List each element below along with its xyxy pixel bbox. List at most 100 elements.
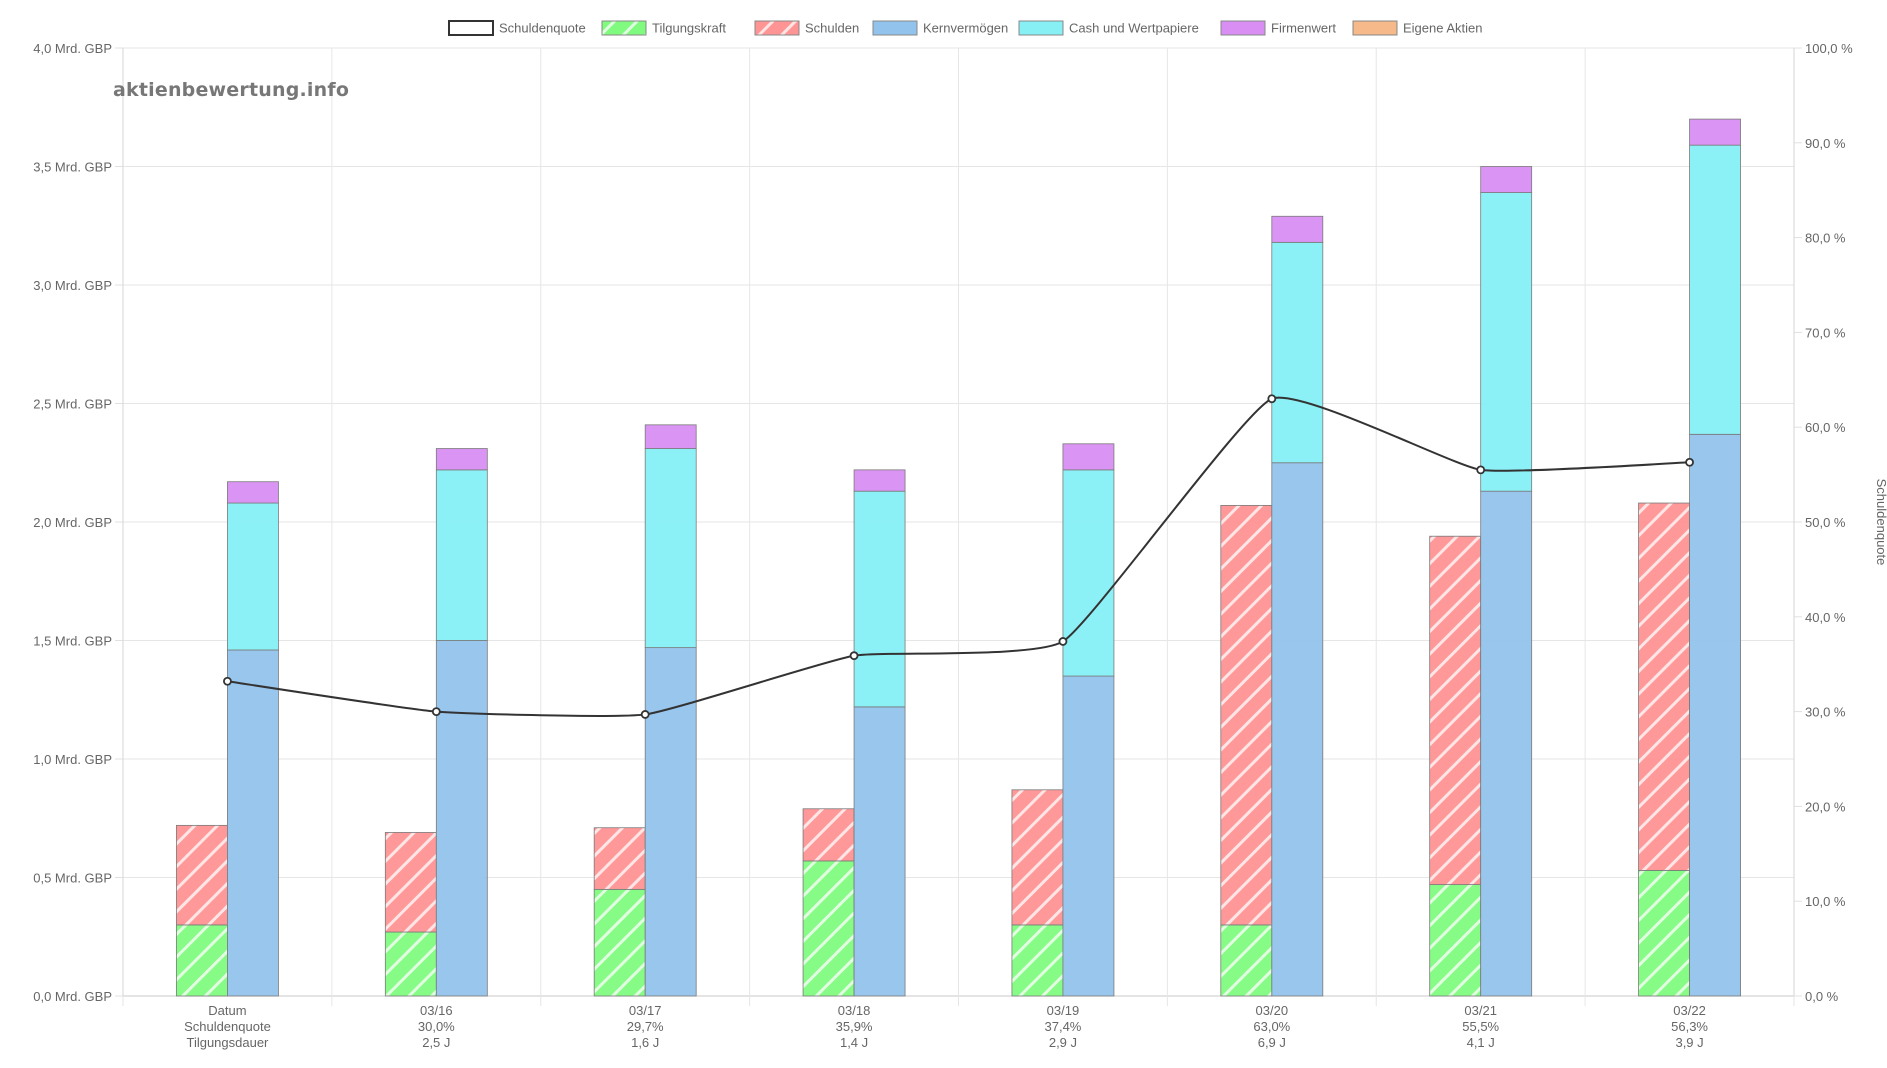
legend-swatch [601, 20, 647, 36]
bar-cash-und-wertpapiere[interactable] [644, 448, 697, 649]
legend-label: Schuldenquote [499, 21, 586, 36]
bar-kernverm-gen[interactable] [227, 649, 279, 997]
x-tick-sublabel: 2,5 J [422, 1035, 450, 1050]
y2-axis-title: Schuldenquote [1874, 479, 1887, 566]
x-tick-label: 03/16 [420, 1003, 453, 1018]
bar-tilgungskraft[interactable] [1638, 869, 1690, 997]
bar-tilgungskraft[interactable] [384, 931, 437, 997]
schuldenquote-line [227, 396, 1690, 717]
bar-cash-und-wertpapiere[interactable] [1689, 144, 1741, 435]
y-tick-label: 2,5 Mrd. GBP [33, 397, 112, 412]
legend-item-schulden[interactable]: Schulden [754, 20, 859, 36]
bar-firmenwert[interactable] [227, 481, 279, 504]
bar-schulden[interactable] [176, 824, 228, 926]
schuldenquote-point[interactable] [1476, 465, 1486, 475]
bar-firmenwert[interactable] [1271, 215, 1324, 243]
bar-kernverm-gen[interactable] [1062, 675, 1115, 997]
x-tick-sublabel: 63,0% [1253, 1019, 1290, 1034]
bar-kernverm-gen[interactable] [1689, 433, 1741, 997]
schuldenquote-point[interactable] [223, 676, 232, 686]
x-tick-sublabel: 4,1 J [1467, 1035, 1495, 1050]
bar-schulden[interactable] [1011, 789, 1064, 926]
x-tick-label: 03/21 [1464, 1003, 1497, 1018]
bar-cash-und-wertpapiere[interactable] [1271, 241, 1324, 464]
bar-kernverm-gen[interactable] [644, 647, 697, 997]
legend-label: Firmenwert [1271, 21, 1336, 36]
y-tick-label: 0,0 Mrd. GBP [33, 989, 112, 1004]
bar-cash-und-wertpapiere[interactable] [853, 490, 906, 708]
x-tick-label: Datum [208, 1003, 246, 1018]
x-tick-sublabel: Schuldenquote [184, 1019, 271, 1034]
x-tick-sublabel: 29,7% [627, 1019, 664, 1034]
bar-tilgungskraft[interactable] [1220, 924, 1273, 997]
bar-firmenwert[interactable] [1062, 443, 1115, 471]
bar-tilgungskraft[interactable] [593, 888, 646, 997]
schuldenquote-point[interactable] [1685, 457, 1694, 467]
bar-firmenwert[interactable] [1689, 118, 1741, 146]
bar-firmenwert[interactable] [435, 448, 488, 471]
axes: 0,0 Mrd. GBP 0,5 Mrd. GBP 1,0 Mrd. GBP 1,5 … [33, 41, 1887, 1050]
bar-cash-und-wertpapiere[interactable] [1480, 192, 1533, 492]
legend-item-schuldenquote[interactable]: Schuldenquote [448, 20, 586, 36]
bar-firmenwert[interactable] [853, 469, 906, 492]
schuldenquote-point[interactable] [640, 710, 650, 719]
bars [176, 118, 1741, 997]
bar-firmenwert[interactable] [644, 424, 697, 449]
x-tick-sublabel: 56,3% [1671, 1019, 1708, 1034]
y-tick-label: 0,5 Mrd. GBP [33, 871, 112, 886]
bar-schulden[interactable] [1429, 535, 1482, 886]
bar-schulden[interactable] [384, 832, 437, 933]
schuldenquote-point[interactable] [1058, 637, 1068, 646]
x-tick-sublabel: 35,9% [836, 1019, 873, 1034]
y2-tick-label: 100,0 % [1805, 41, 1853, 56]
bar-kernverm-gen[interactable] [1271, 462, 1324, 997]
schuldenquote-point[interactable] [431, 707, 441, 716]
legend[interactable]: Schuldenquote Tilgungskraft Schulden Kernve… [448, 20, 1483, 36]
bar-tilgungskraft[interactable] [176, 924, 228, 997]
bar-cash-und-wertpapiere[interactable] [227, 502, 279, 651]
bar-kernverm-gen[interactable] [435, 640, 488, 997]
y-tick-label: 3,5 Mrd. GBP [33, 160, 112, 175]
y2-tick-label: 60,0 % [1805, 420, 1846, 435]
y2-tick-label: 10,0 % [1805, 894, 1846, 909]
legend-swatch [1018, 20, 1064, 36]
legend-item-kernverm-gen[interactable]: Kernvermögen [872, 20, 1008, 36]
legend-label: Schulden [805, 21, 859, 36]
legend-item-tilgungskraft[interactable]: Tilgungskraft [601, 20, 726, 36]
grid [115, 47, 1802, 1006]
legend-swatch [872, 20, 918, 36]
bar-cash-und-wertpapiere[interactable] [435, 469, 488, 641]
bar-tilgungskraft[interactable] [1011, 924, 1064, 997]
legend-label: Kernvermögen [923, 21, 1008, 36]
schuldenquote-line-layer [223, 394, 1694, 719]
legend-item-cash-und-wertpapiere[interactable]: Cash und Wertpapiere [1018, 20, 1199, 36]
y2-tick-label: 30,0 % [1805, 705, 1846, 720]
x-tick-sublabel: Tilgungsdauer [186, 1035, 269, 1050]
legend-item-eigene-aktien[interactable]: Eigene Aktien [1352, 20, 1483, 36]
bar-tilgungskraft[interactable] [1429, 884, 1482, 997]
y-tick-label: 2,0 Mrd. GBP [33, 515, 112, 530]
legend-item-firmenwert[interactable]: Firmenwert [1220, 20, 1336, 36]
bar-schulden[interactable] [802, 808, 855, 862]
x-tick-sublabel: 3,9 J [1675, 1035, 1703, 1050]
bar-cash-und-wertpapiere[interactable] [1062, 469, 1115, 677]
bar-tilgungskraft[interactable] [802, 860, 855, 997]
x-tick-sublabel: 6,9 J [1258, 1035, 1286, 1050]
legend-swatch [1352, 20, 1398, 36]
schuldenquote-point[interactable] [1267, 394, 1277, 404]
legend-label: Cash und Wertpapiere [1069, 21, 1199, 36]
y-tick-label: 4,0 Mrd. GBP [33, 41, 112, 56]
x-tick-sublabel: 37,4% [1045, 1019, 1082, 1034]
bar-kernverm-gen[interactable] [853, 706, 906, 997]
bar-schulden[interactable] [1220, 505, 1273, 926]
x-tick-sublabel: 1,6 J [631, 1035, 659, 1050]
bar-kernverm-gen[interactable] [1480, 490, 1533, 997]
schuldenquote-point[interactable] [849, 651, 859, 661]
bar-firmenwert[interactable] [1480, 166, 1533, 193]
x-tick-sublabel: 55,5% [1462, 1019, 1499, 1034]
x-tick-label: 03/20 [1256, 1003, 1289, 1018]
x-tick-label: 03/19 [1047, 1003, 1080, 1018]
x-tick-sublabel: 1,4 J [840, 1035, 868, 1050]
bar-schulden[interactable] [1638, 502, 1690, 871]
bar-schulden[interactable] [593, 827, 646, 890]
